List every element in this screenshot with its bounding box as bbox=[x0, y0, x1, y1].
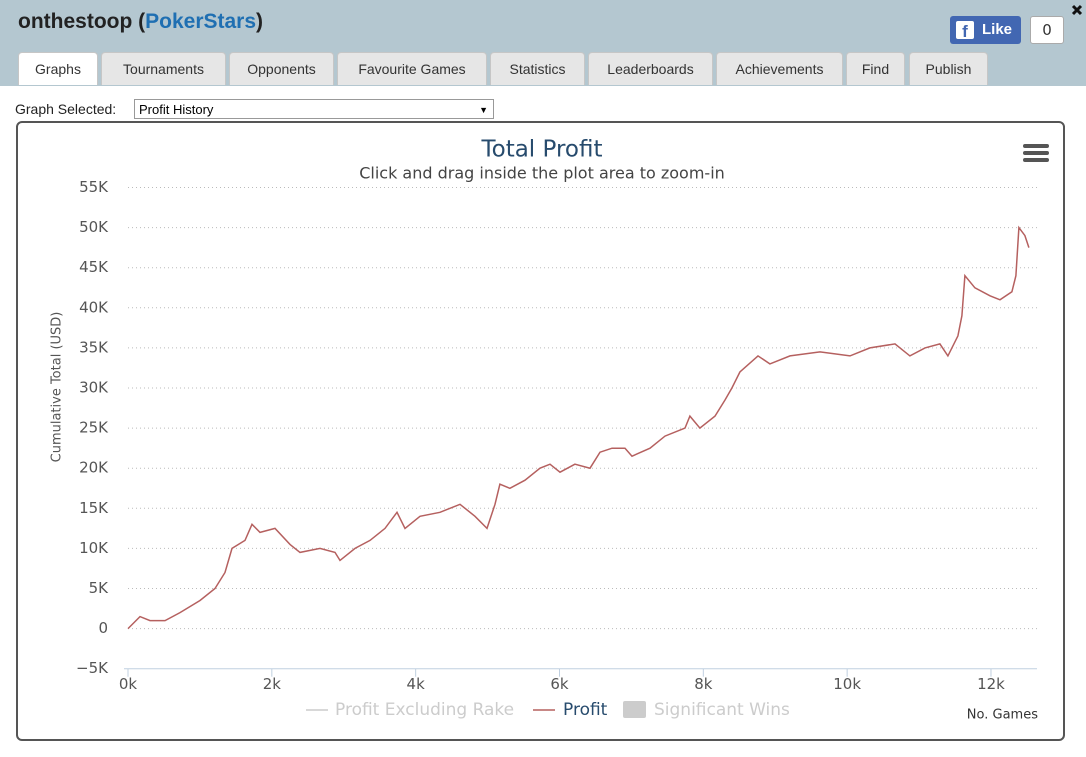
player-name: onthestoop ( bbox=[18, 10, 146, 33]
tab[interactable]: Publish bbox=[909, 52, 988, 85]
tab[interactable]: Statistics bbox=[490, 52, 585, 85]
close-button[interactable] bbox=[1071, 4, 1083, 16]
like-button[interactable]: f Like bbox=[950, 16, 1021, 44]
tab[interactable]: Opponents bbox=[229, 52, 334, 85]
tab[interactable]: Achievements bbox=[716, 52, 843, 85]
x-tick-label: 2k bbox=[263, 675, 282, 693]
y-tick-label: 5K bbox=[89, 579, 110, 597]
y-tick-label: 0 bbox=[98, 619, 108, 637]
y-tick-label: 10K bbox=[79, 539, 109, 557]
graph-selector-value: Profit History bbox=[139, 102, 214, 117]
chart-subtitle: Click and drag inside the plot area to z… bbox=[359, 164, 725, 183]
y-axis-label: Cumulative Total (USD) bbox=[50, 312, 65, 463]
profit-line bbox=[127, 225, 1030, 630]
x-tick-label: 12k bbox=[977, 675, 1005, 693]
like-label: Like bbox=[982, 21, 1013, 38]
menu-button[interactable] bbox=[1023, 144, 1049, 162]
legend-label[interactable]: Profit bbox=[563, 700, 608, 720]
chart: Total Profit Click and drag inside the p… bbox=[50, 137, 1049, 723]
x-tick-label: 4k bbox=[407, 675, 426, 693]
tab[interactable]: Leaderboards bbox=[588, 52, 713, 85]
y-tick-label: −5K bbox=[76, 659, 109, 677]
tab[interactable]: Favourite Games bbox=[337, 52, 487, 85]
x-axis-label: No. Games bbox=[967, 708, 1038, 723]
legend-symbol bbox=[623, 701, 646, 718]
x-tick-label: 8k bbox=[694, 675, 713, 693]
y-tick-label: 45K bbox=[79, 258, 109, 276]
tab[interactable]: Find bbox=[846, 52, 905, 85]
graph-selector-label: Graph Selected: bbox=[15, 101, 117, 117]
y-tick-label: 30K bbox=[79, 379, 109, 397]
x-tick-label: 10k bbox=[833, 675, 861, 693]
y-tick-label: 20K bbox=[79, 459, 109, 477]
legend-label[interactable]: Significant Wins bbox=[654, 700, 790, 720]
chart-frame bbox=[16, 121, 1065, 741]
y-tick-label: 55K bbox=[79, 178, 109, 196]
x-tick-label: 0k bbox=[119, 675, 138, 693]
site-name[interactable]: PokerStars bbox=[145, 10, 257, 33]
tab[interactable]: Graphs bbox=[18, 52, 98, 85]
graph-selector[interactable]: Profit History ▼ bbox=[134, 99, 494, 119]
y-tick-label: 25K bbox=[79, 419, 109, 437]
like-count: 0 bbox=[1030, 16, 1064, 44]
chart-title: Total Profit bbox=[480, 137, 602, 163]
title-paren: ) bbox=[256, 10, 264, 33]
x-tick-label: 6k bbox=[550, 675, 569, 693]
y-tick-label: 40K bbox=[79, 298, 109, 316]
player-title: onthestoop (PokerStars) bbox=[18, 10, 263, 34]
y-tick-label: 35K bbox=[79, 338, 109, 356]
y-tick-label: 50K bbox=[79, 218, 109, 236]
legend-label[interactable]: Profit Excluding Rake bbox=[335, 700, 514, 720]
y-tick-label: 15K bbox=[79, 499, 109, 517]
tab[interactable]: Tournaments bbox=[101, 52, 226, 85]
